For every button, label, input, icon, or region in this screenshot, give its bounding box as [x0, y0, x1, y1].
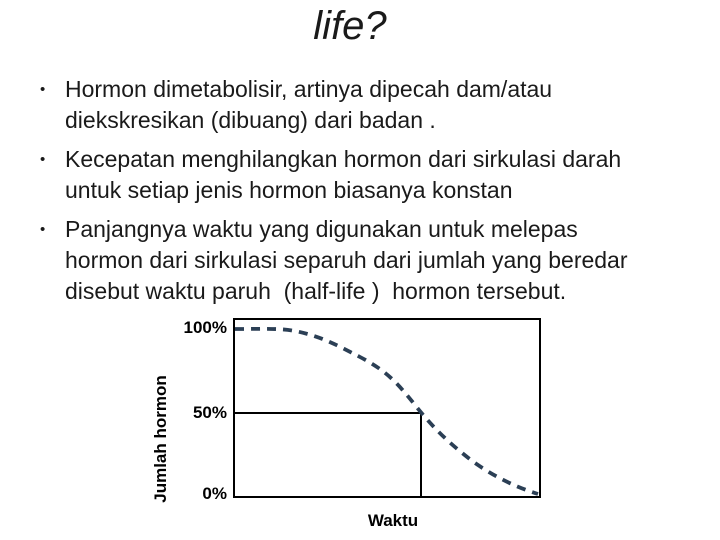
bullet-icon: •: [40, 81, 46, 98]
bullet-icon: •: [40, 221, 46, 238]
bullet-line: Hormon dimetabolisir, artinya dipecah da…: [65, 76, 553, 102]
y-tick-0: 0%: [202, 484, 227, 503]
bullet-item: • Panjangnya waktu yang digunakan untuk …: [40, 214, 700, 307]
bullet-item: • Kecepatan menghilangkan hormon dari si…: [40, 144, 700, 206]
y-axis-label: Jumlah hormon: [151, 375, 170, 503]
bullet-line: hormon dari sirkulasi separuh dari jumla…: [65, 247, 628, 273]
bullet-line: Kecepatan menghilangkan hormon dari sirk…: [65, 146, 622, 172]
bullet-line: Panjangnya waktu yang digunakan untuk me…: [65, 216, 578, 242]
bullet-icon: •: [40, 151, 46, 168]
plot-area-border: [233, 318, 541, 498]
y-tick-50: 50%: [192, 403, 227, 422]
decay-curve: [234, 326, 539, 496]
x-axis-label: Waktu: [367, 511, 419, 530]
bullet-line: disebut waktu paruh (half-life ) hormon …: [65, 278, 567, 304]
decay-curve-path: [234, 326, 539, 496]
bullet-list: • Hormon dimetabolisir, artinya dipecah …: [40, 74, 700, 315]
y-tick-100: 100%: [183, 318, 227, 337]
bullet-line: diekskresikan (dibuang) dari badan .: [65, 107, 436, 133]
half-life-reference-box: [233, 412, 422, 498]
slide-title: life?: [313, 4, 387, 48]
bullet-item: • Hormon dimetabolisir, artinya dipecah …: [40, 74, 700, 136]
bullet-line: untuk setiap jenis hormon biasanya konst…: [65, 177, 513, 203]
